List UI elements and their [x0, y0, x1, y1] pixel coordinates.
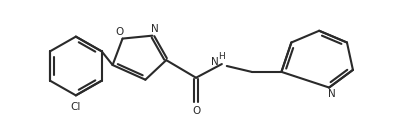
Text: Cl: Cl — [71, 102, 81, 112]
Text: N: N — [152, 24, 159, 34]
Text: H: H — [219, 52, 225, 61]
Text: O: O — [192, 106, 200, 116]
Text: O: O — [115, 27, 124, 37]
Text: N: N — [211, 57, 219, 67]
Text: N: N — [328, 89, 336, 99]
